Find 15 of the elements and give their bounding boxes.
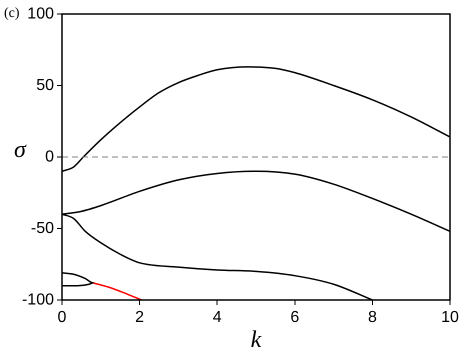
x-axis-title: k: [250, 326, 262, 353]
x-tick-label: 0: [58, 309, 67, 326]
x-tick-label: 8: [368, 309, 377, 326]
y-tick-label: 0: [45, 148, 54, 166]
y-tick-label: -100: [22, 291, 54, 308]
y-tick-label: 50: [36, 76, 54, 94]
y-tick-label: 100: [27, 5, 54, 22]
x-tick-label: 4: [212, 309, 222, 326]
x-tick-label: 10: [441, 309, 459, 326]
x-tick-label: 6: [290, 309, 300, 326]
x-tick-label: 2: [135, 309, 144, 326]
line-series: [92, 282, 142, 300]
y-axis-title: σ: [14, 137, 26, 164]
chart-title: (c): [4, 6, 20, 22]
y-tick-label: -50: [30, 220, 54, 237]
